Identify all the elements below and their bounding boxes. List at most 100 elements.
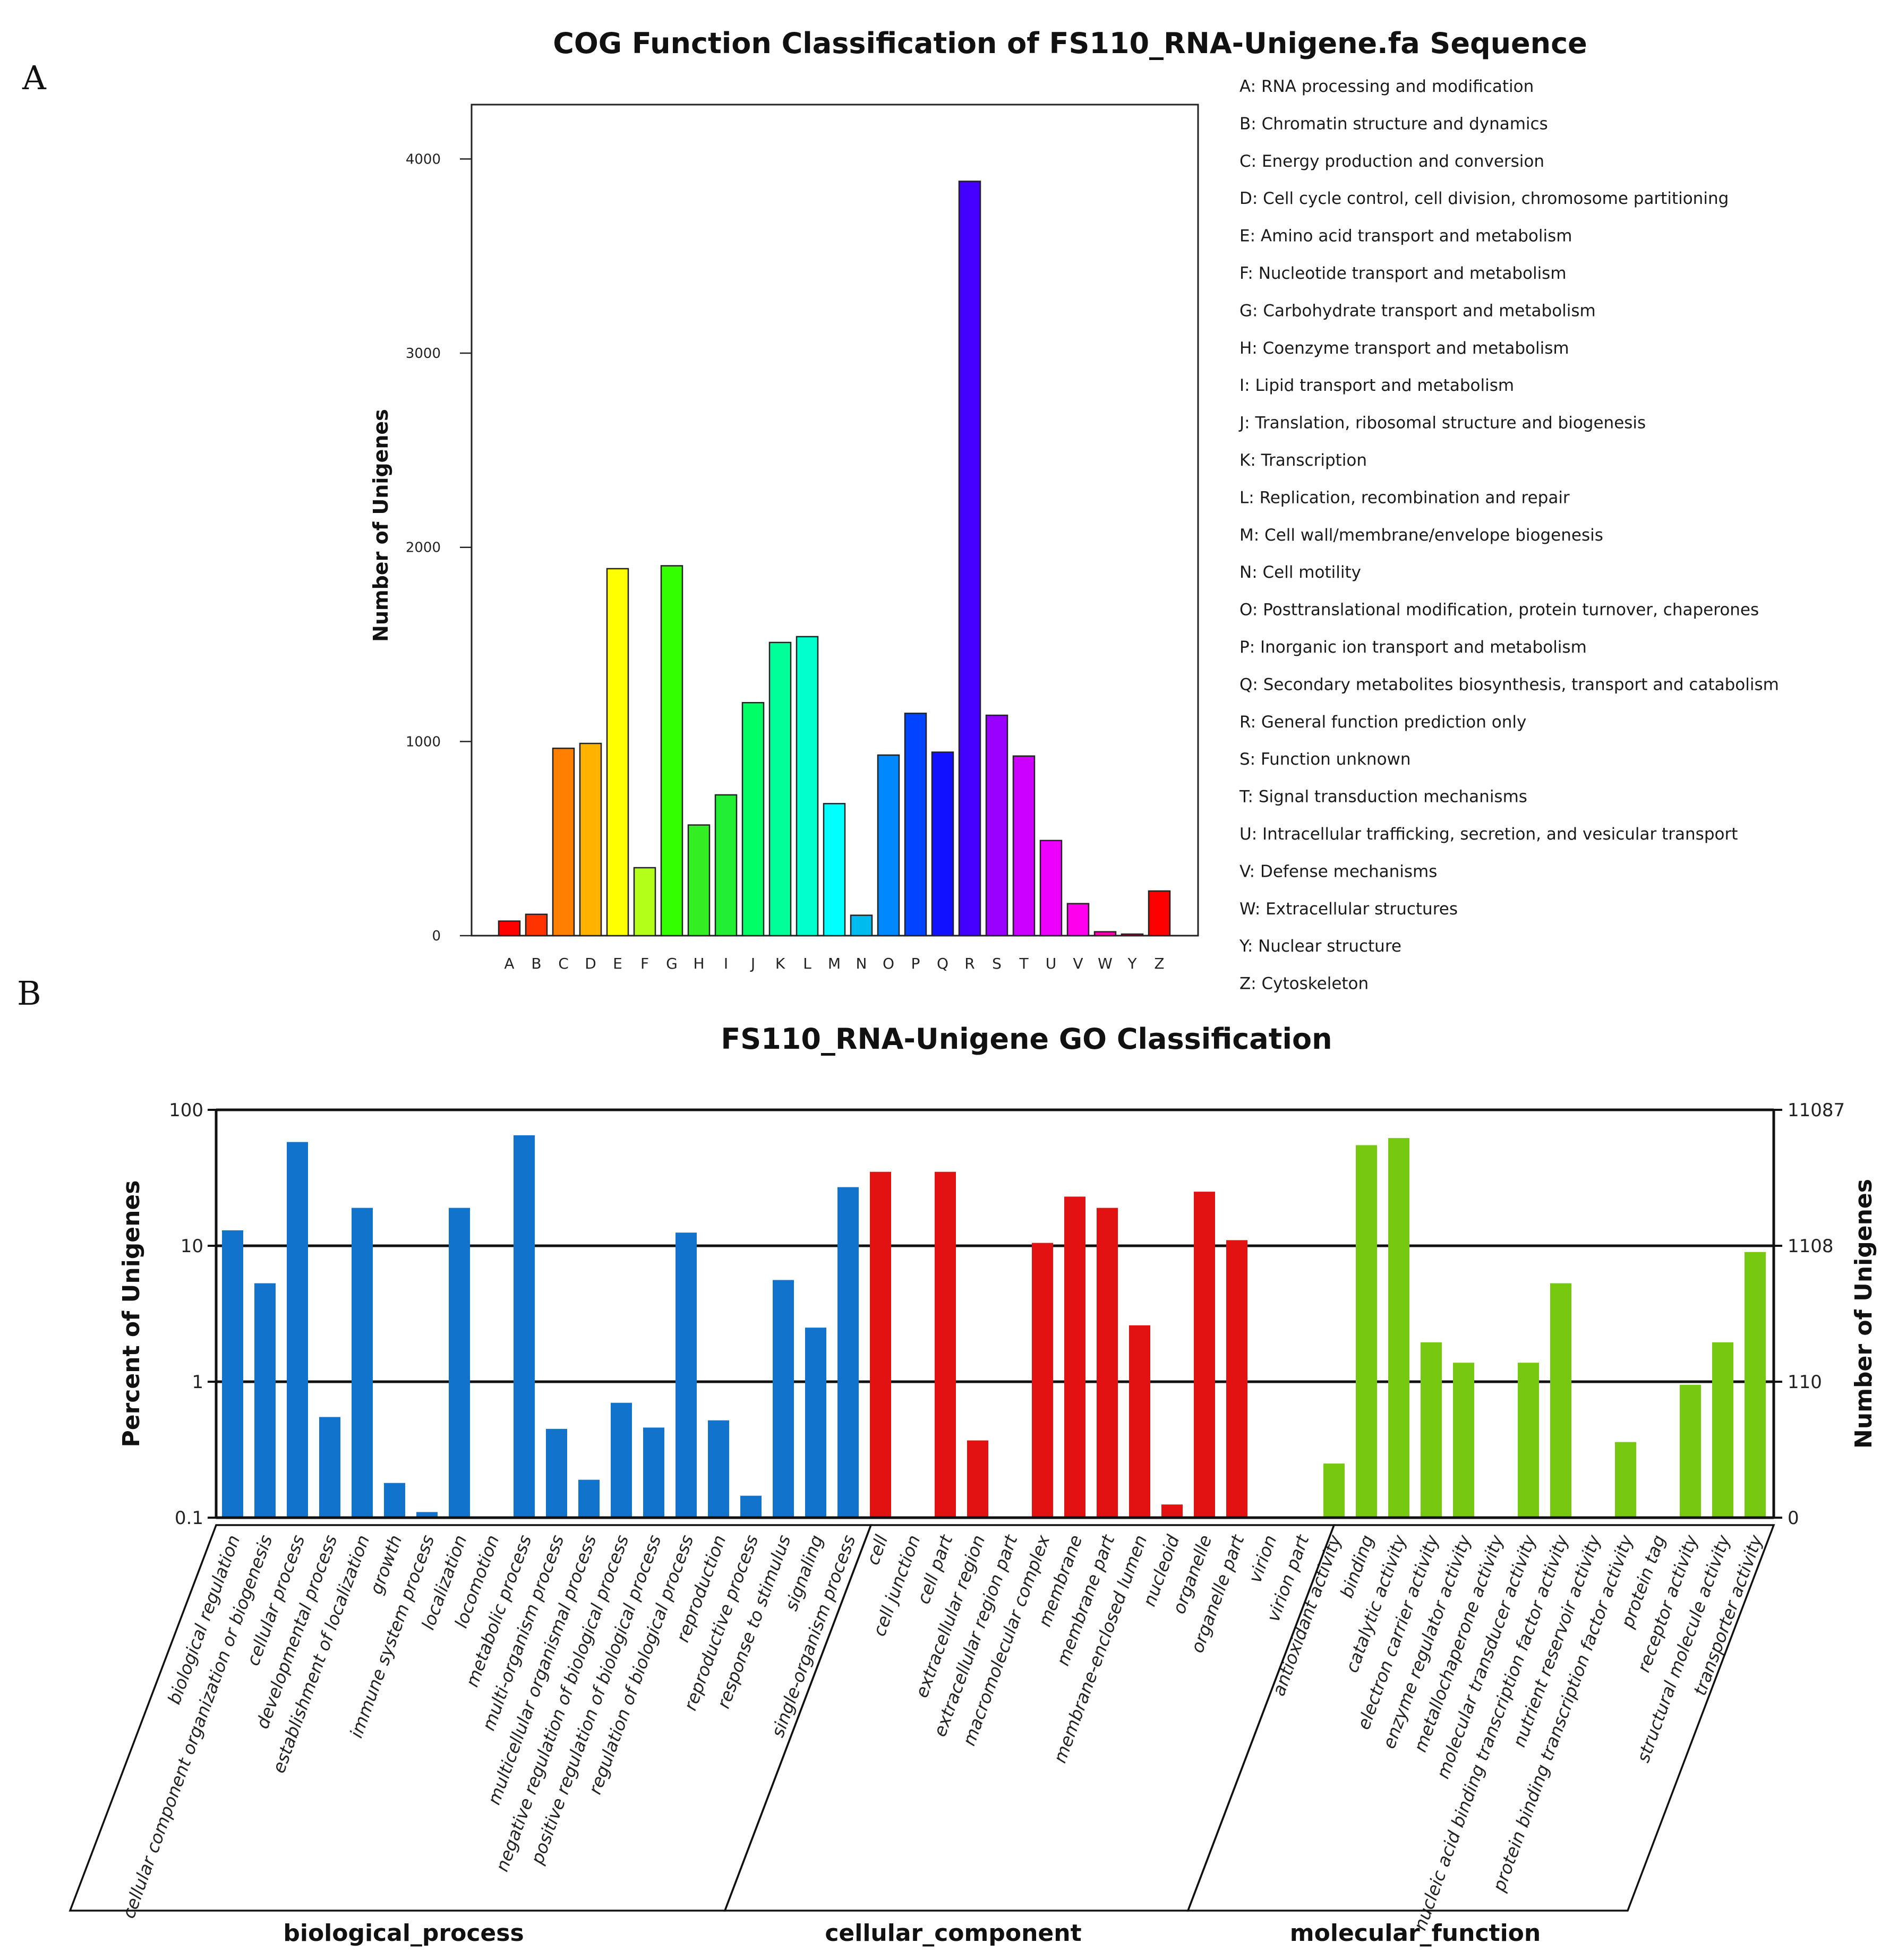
go-bar xyxy=(1032,1243,1053,1518)
go-bar xyxy=(1712,1342,1733,1518)
go-bar xyxy=(384,1483,405,1518)
cog-x-tick-label: I xyxy=(724,955,728,972)
cog-bar-O xyxy=(877,754,900,937)
cog-x-tick-label: P xyxy=(911,955,920,972)
cog-legend-entry: I: Lipid transport and metabolism xyxy=(1239,376,1514,395)
cog-bar-Z xyxy=(1148,890,1171,937)
cog-bar-G xyxy=(660,565,683,937)
go-left-tick-label: 1 xyxy=(192,1372,203,1393)
cog-x-tick-label: S xyxy=(992,955,1002,972)
cog-legend-entry: M: Cell wall/membrane/envelope biogenesi… xyxy=(1239,526,1603,545)
go-bar xyxy=(352,1208,373,1518)
go-bar xyxy=(1680,1384,1701,1518)
cog-x-tick-label: B xyxy=(531,955,541,972)
go-title: FS110_RNA-Unigene GO Classification xyxy=(721,1022,1332,1056)
cog-bar-J xyxy=(741,701,765,937)
go-bar xyxy=(319,1417,340,1518)
cog-x-tick-label: H xyxy=(693,955,704,972)
cog-legend-entry: J: Translation, ribosomal structure and … xyxy=(1238,414,1646,433)
panel-label-b: B xyxy=(17,974,41,1013)
go-bar xyxy=(1097,1208,1118,1518)
go-left-tick-label: 0.1 xyxy=(175,1508,203,1529)
cog-x-tick-label: W xyxy=(1098,955,1113,972)
go-left-tick-label: 100 xyxy=(169,1100,203,1121)
panel-label-a: A xyxy=(22,58,47,97)
go-bar xyxy=(514,1135,535,1518)
cog-legend-entry: F: Nucleotide transport and metabolism xyxy=(1239,264,1567,283)
go-bar xyxy=(1323,1463,1345,1518)
go-bar xyxy=(254,1283,276,1518)
cog-legend-entry: B: Chromatin structure and dynamics xyxy=(1239,114,1548,133)
go-bar xyxy=(1194,1192,1215,1518)
cog-legend-entry: T: Signal transduction mechanisms xyxy=(1239,788,1527,807)
cog-x-tick-label: N xyxy=(856,955,867,972)
go-bar xyxy=(1745,1252,1766,1518)
cog-x-tick-label: Q xyxy=(937,955,948,972)
cog-bar-M xyxy=(823,803,846,937)
cog-legend-entry: R: General function prediction only xyxy=(1239,713,1526,732)
cog-bar-Y xyxy=(1121,933,1144,937)
go-bar xyxy=(1161,1504,1183,1518)
go-group-label: biological_process xyxy=(283,1920,524,1947)
cog-bar-V xyxy=(1066,903,1090,937)
cog-legend-entry: O: Posttranslational modification, prote… xyxy=(1239,601,1759,620)
cog-x-tick-label: J xyxy=(750,955,755,972)
cog-bar-H xyxy=(687,824,711,937)
cog-x-tick-label: O xyxy=(883,955,894,972)
go-bar xyxy=(1518,1363,1539,1518)
cog-bar-L xyxy=(796,636,819,937)
cog-legend-entry: L: Replication, recombination and repair xyxy=(1239,488,1570,507)
go-bar xyxy=(1356,1145,1377,1518)
cog-x-tick-label: V xyxy=(1073,955,1083,972)
cog-legend-entry: Z: Cytoskeleton xyxy=(1239,974,1369,994)
cog-x-tick-label: U xyxy=(1046,955,1057,972)
cog-legend-entry: A: RNA processing and modification xyxy=(1239,77,1534,96)
cog-y-tick-label: 4000 xyxy=(406,151,441,167)
go-right-tick-label: 110 xyxy=(1788,1372,1822,1393)
cog-x-tick-label: E xyxy=(613,955,622,972)
cog-title: COG Function Classification of FS110_RNA… xyxy=(553,27,1587,60)
cog-legend-entry: G: Carbohydrate transport and metabolism xyxy=(1239,301,1596,320)
cog-x-tick-label: Z xyxy=(1154,955,1164,972)
cog-bar-S xyxy=(985,714,1008,937)
cog-bar-D xyxy=(579,742,602,937)
cog-legend-entry: N: Cell motility xyxy=(1239,563,1361,582)
cog-x-tick-label: D xyxy=(585,955,596,972)
cog-legend-entry: H: Coenzyme transport and metabolism xyxy=(1239,339,1569,358)
go-bar xyxy=(416,1512,438,1518)
cog-bar-I xyxy=(714,794,738,937)
cog-x-tick-label: F xyxy=(640,955,649,972)
cog-y-tick-label: 1000 xyxy=(406,734,441,750)
cog-legend-entry: U: Intracellular trafficking, secretion,… xyxy=(1239,825,1738,844)
go-bar xyxy=(578,1479,600,1518)
cog-bar-K xyxy=(768,641,792,937)
cog-legend-entry: D: Cell cycle control, cell division, ch… xyxy=(1239,189,1729,208)
cog-legend-entry: E: Amino acid transport and metabolism xyxy=(1239,227,1572,246)
cog-x-tick-label: T xyxy=(1019,955,1029,972)
cog-y-axis-label: Number of Unigenes xyxy=(369,409,392,642)
go-bar xyxy=(740,1495,762,1518)
go-group-label: molecular_function xyxy=(1290,1920,1541,1947)
cog-x-tick-label: G xyxy=(666,955,678,972)
cog-legend-entry: P: Inorganic ion transport and metabolis… xyxy=(1239,638,1587,657)
cog-x-tick-label: C xyxy=(558,955,569,972)
go-bar xyxy=(643,1427,664,1518)
cog-x-tick-label: R xyxy=(964,955,974,972)
go-left-axis-label: Percent of Unigenes xyxy=(118,1180,145,1448)
cog-bar-T xyxy=(1012,755,1036,937)
cog-x-tick-label: M xyxy=(828,955,841,972)
go-bar xyxy=(222,1230,243,1518)
go-bar xyxy=(287,1142,308,1518)
go-bar xyxy=(1388,1138,1409,1518)
go-bar xyxy=(1453,1363,1474,1518)
cog-legend-entry: V: Defense mechanisms xyxy=(1239,862,1437,881)
cog-bar-W xyxy=(1093,931,1117,937)
go-right-tick-label: 1108 xyxy=(1788,1236,1834,1257)
cog-legend-entry: S: Function unknown xyxy=(1239,750,1411,769)
cog-y-tick-label: 0 xyxy=(432,928,441,944)
go-group-label: cellular_component xyxy=(825,1920,1081,1947)
cog-bar-R xyxy=(958,181,981,937)
cog-x-tick-label: Y xyxy=(1127,955,1137,972)
go-left-tick-label: 10 xyxy=(181,1236,203,1257)
